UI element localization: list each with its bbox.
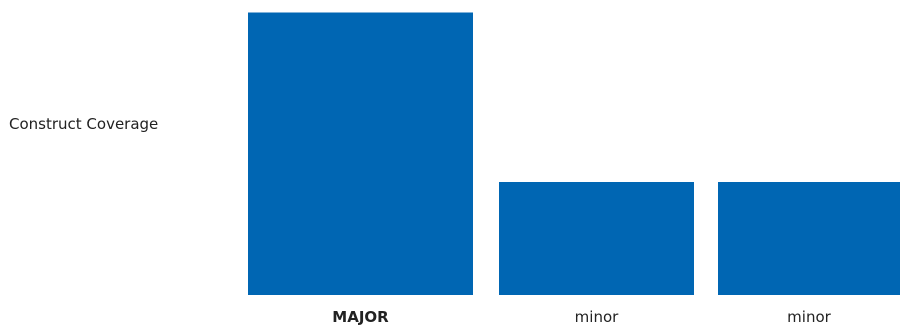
y-axis-label: Construct Coverage — [9, 115, 159, 133]
bar-3 — [718, 182, 900, 295]
category-label-1: MAJOR — [332, 308, 389, 326]
bar-1 — [248, 12, 473, 295]
bar-2 — [499, 182, 694, 295]
category-label-2: minor — [575, 308, 619, 326]
category-label-3: minor — [787, 308, 831, 326]
